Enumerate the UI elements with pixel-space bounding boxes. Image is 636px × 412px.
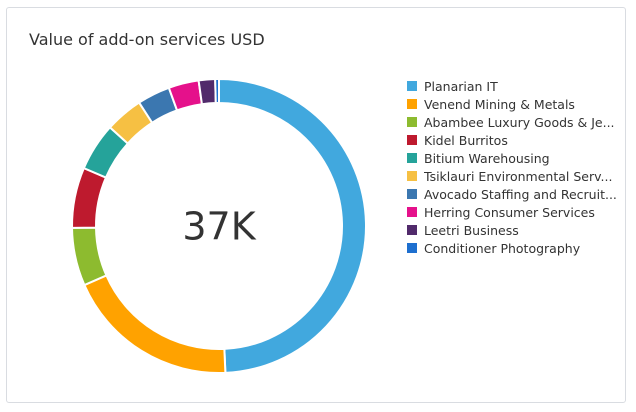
legend-item-0[interactable]: Planarian IT [407,77,617,95]
legend-label: Kidel Burritos [424,132,508,148]
legend-label: Tsiklauri Environmental Serv... [424,168,613,184]
legend-swatch [407,81,417,91]
donut-slice-8[interactable] [197,78,217,106]
donut-chart: 37K [70,77,367,374]
legend-item-6[interactable]: Avocado Staffing and Recruit... [407,185,617,203]
legend-label: Venend Mining & Metals [424,96,575,112]
legend-label: Conditioner Photography [424,240,581,256]
legend-item-7[interactable]: Herring Consumer Services [407,203,617,221]
legend-swatch [407,135,417,145]
legend-item-2[interactable]: Abambee Luxury Goods & Je... [407,113,617,131]
donut-slices [70,77,367,374]
legend-swatch [407,117,417,127]
legend-item-3[interactable]: Kidel Burritos [407,131,617,149]
legend-label: Leetri Business [424,222,519,238]
legend-item-8[interactable]: Leetri Business [407,221,617,239]
legend-swatch [407,243,417,253]
legend-swatch [407,171,417,181]
legend-label: Herring Consumer Services [424,204,595,220]
legend-label: Planarian IT [424,78,498,94]
legend-item-1[interactable]: Venend Mining & Metals [407,95,617,113]
donut-slice-1[interactable] [83,274,227,374]
legend-swatch [407,207,417,217]
legend-item-9[interactable]: Conditioner Photography [407,239,617,257]
chart-legend: Planarian IT Venend Mining & Metals Abambe… [407,77,617,257]
donut-slice-2[interactable] [70,226,108,287]
legend-label: Abambee Luxury Goods & Je... [424,114,615,130]
legend-swatch [407,99,417,109]
legend-label: Bitium Warehousing [424,150,550,166]
legend-swatch [407,189,417,199]
legend-swatch [407,225,417,235]
donut-slice-3[interactable] [71,166,108,229]
donut-slice-9[interactable] [214,77,220,105]
legend-item-4[interactable]: Bitium Warehousing [407,149,617,167]
chart-title: Value of add-on services USD [29,30,265,49]
legend-label: Avocado Staffing and Recruit... [424,186,617,202]
chart-card: Value of add-on services USD 37K Planari… [6,7,626,403]
donut-center-label: 37K [182,205,256,249]
legend-item-5[interactable]: Tsiklauri Environmental Serv... [407,167,617,185]
legend-swatch [407,153,417,163]
